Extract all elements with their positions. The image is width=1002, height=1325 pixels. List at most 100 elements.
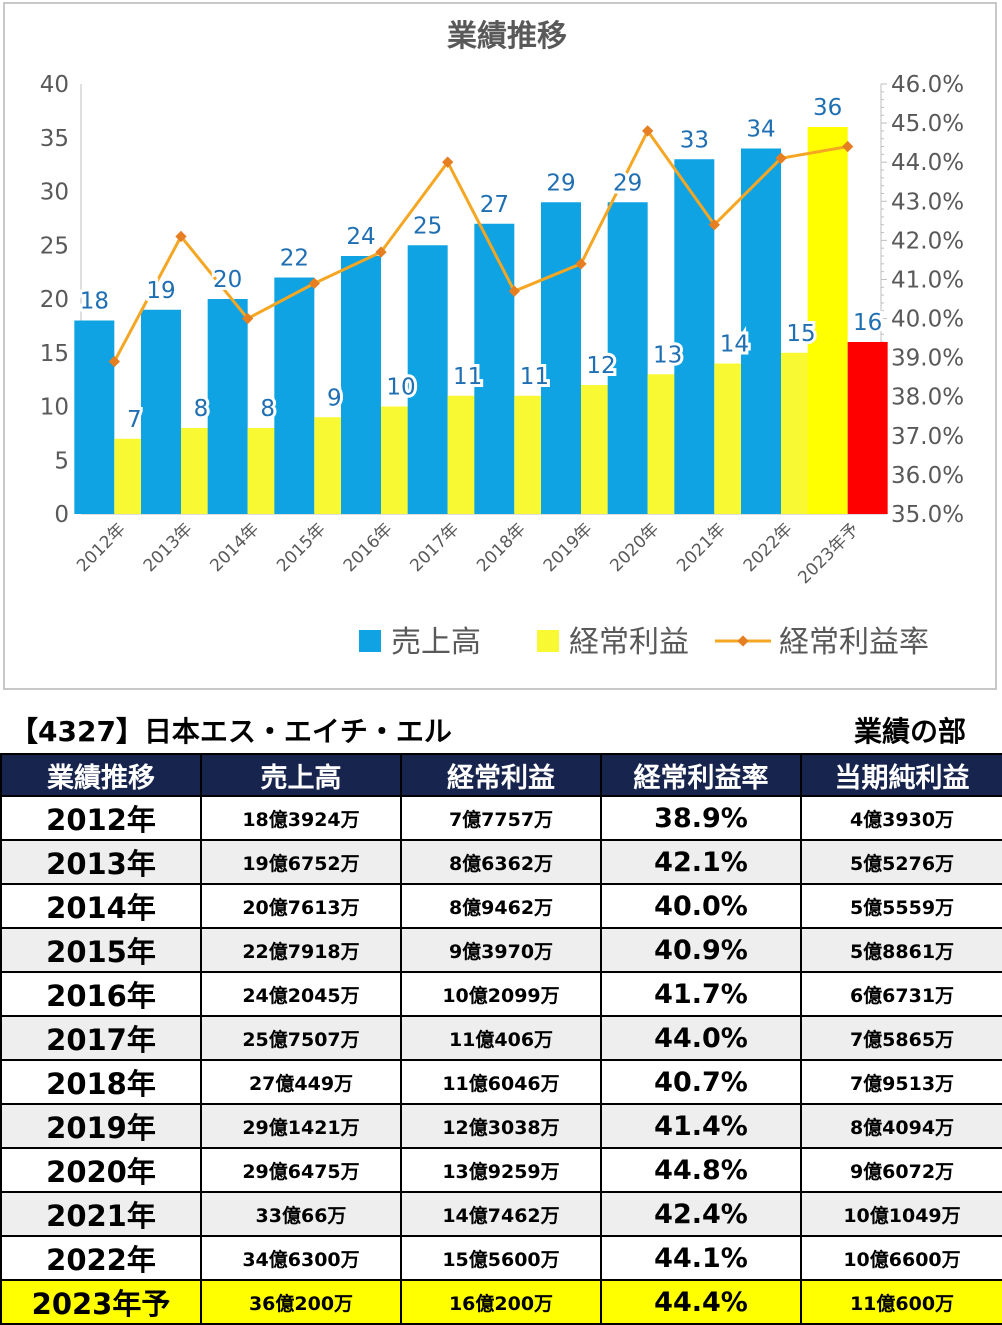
cell-ordinary-profit: 16億200万 bbox=[400, 1279, 602, 1325]
data-label: 7 bbox=[127, 407, 142, 433]
cell-sales: 29億6475万 bbox=[200, 1147, 402, 1193]
y2-tick-label: 45.0% bbox=[891, 111, 964, 137]
cell-sales: 25億7507万 bbox=[200, 1015, 402, 1061]
y-tick-label: 35 bbox=[40, 126, 69, 152]
table-row: 2018年 27億449万 11億6046万 40.7% 7億9513万 bbox=[0, 1059, 1002, 1105]
point-profit-margin bbox=[575, 258, 587, 270]
performance-table: 業績推移 売上高 経常利益 経常利益率 当期純利益 2012年 18億3924万 7… bbox=[0, 753, 1002, 1325]
bar-sales bbox=[141, 309, 181, 514]
y2-tick-label: 43.0% bbox=[891, 189, 964, 215]
data-label: 9 bbox=[327, 385, 342, 411]
chart-frame: 業績推移 0 5 10 15 20 25 30 35 40 35.0% 36.0% 37.0% 38.0%… bbox=[3, 2, 997, 690]
cell-period: 2022年 bbox=[0, 1235, 202, 1281]
data-label: 12 bbox=[586, 353, 615, 379]
data-label: 24 bbox=[346, 224, 375, 250]
point-profit-margin bbox=[242, 312, 254, 325]
x-tick-label: 2017年 bbox=[406, 519, 463, 576]
data-label: 11 bbox=[453, 364, 482, 390]
table-row: 2022年 34億6300万 15億5600万 44.1% 10億6600万 bbox=[0, 1235, 1002, 1281]
point-profit-margin bbox=[708, 219, 720, 231]
x-tick-label: 2018年 bbox=[473, 519, 530, 576]
cell-net-income: 5億5276万 bbox=[800, 839, 1002, 885]
cell-period: 2017年 bbox=[0, 1015, 202, 1061]
y-tick-label: 0 bbox=[54, 502, 69, 528]
bar-sales bbox=[407, 245, 448, 514]
section-label: 業績の部 bbox=[853, 715, 966, 748]
y-tick-label: 5 bbox=[54, 448, 69, 474]
table-row: 2015年 22億7918万 9億3970万 40.9% 5億8861万 bbox=[0, 927, 1002, 973]
table-row: 2021年 33億66万 14億7462万 42.4% 10億1049万 bbox=[0, 1191, 1002, 1237]
point-profit-margin bbox=[775, 152, 787, 164]
bar-sales bbox=[807, 127, 848, 514]
y-tick-label: 40 bbox=[40, 72, 69, 98]
cell-profit-margin: 40.9% bbox=[600, 927, 802, 973]
legend-label-profit-margin: 経常利益率 bbox=[779, 625, 929, 660]
column-header-sales: 売上高 bbox=[200, 753, 402, 797]
y-tick-label: 20 bbox=[40, 287, 69, 313]
cell-sales: 19億6752万 bbox=[200, 839, 402, 885]
data-label: 29 bbox=[613, 170, 642, 196]
data-label: 36 bbox=[813, 95, 842, 121]
cell-sales: 34億6300万 bbox=[200, 1235, 402, 1281]
x-tick-label: 2012年 bbox=[73, 519, 130, 576]
table-row: 2012年 18億3924万 7億7757万 38.9% 4億3930万 bbox=[0, 795, 1002, 841]
cell-ordinary-profit: 12億3038万 bbox=[400, 1103, 602, 1149]
cell-ordinary-profit: 7億7757万 bbox=[400, 795, 602, 841]
data-label: 25 bbox=[413, 213, 442, 239]
bar-sales bbox=[674, 159, 715, 514]
y-tick-label: 25 bbox=[40, 233, 69, 259]
y2-tick-label: 41.0% bbox=[891, 267, 964, 293]
data-label: 16 bbox=[853, 310, 882, 336]
column-header-profit-margin: 経常利益率 bbox=[600, 753, 802, 797]
y2-tick-label: 35.0% bbox=[891, 502, 964, 528]
cell-profit-margin: 42.1% bbox=[600, 839, 802, 885]
cell-period: 2012年 bbox=[0, 795, 202, 841]
bar-sales bbox=[74, 320, 115, 514]
cell-ordinary-profit: 8億6362万 bbox=[400, 839, 602, 885]
y2-tick-label: 46.0% bbox=[891, 72, 964, 98]
data-label: 10 bbox=[386, 375, 415, 401]
cell-ordinary-profit: 9億3970万 bbox=[400, 927, 602, 973]
cell-sales: 33億66万 bbox=[200, 1191, 402, 1237]
cell-period: 2021年 bbox=[0, 1191, 202, 1237]
cell-profit-margin: 44.0% bbox=[600, 1015, 802, 1061]
table-row: 2019年 29億1421万 12億3038万 41.4% 8億4094万 bbox=[0, 1103, 1002, 1149]
x-tick-label: 2013年 bbox=[140, 519, 197, 576]
data-label: 22 bbox=[280, 246, 309, 272]
cell-net-income: 7億9513万 bbox=[800, 1059, 1002, 1105]
legend-marker-profit-margin bbox=[737, 635, 749, 647]
cell-period: 2013年 bbox=[0, 839, 202, 885]
x-tick-label: 2023年予 bbox=[794, 519, 863, 588]
data-label: 18 bbox=[80, 289, 109, 315]
cell-profit-margin: 40.0% bbox=[600, 883, 802, 929]
cell-profit-margin: 42.4% bbox=[600, 1191, 802, 1237]
x-tick-label: 2015年 bbox=[273, 519, 330, 576]
x-tick-label: 2016年 bbox=[340, 519, 397, 576]
column-header-ordinary-profit: 経常利益 bbox=[400, 753, 602, 797]
point-profit-margin bbox=[842, 140, 854, 153]
cell-sales: 29億1421万 bbox=[200, 1103, 402, 1149]
point-profit-margin bbox=[175, 230, 187, 243]
cell-net-income: 7億5865万 bbox=[800, 1015, 1002, 1061]
y2-tick-label: 44.0% bbox=[891, 150, 964, 176]
data-label: 27 bbox=[480, 192, 509, 218]
legend-swatch-ordinary-profit bbox=[537, 630, 559, 652]
cell-net-income: 10億1049万 bbox=[800, 1191, 1002, 1237]
cell-period: 2014年 bbox=[0, 883, 202, 929]
y2-tick-label: 40.0% bbox=[891, 307, 964, 333]
point-profit-margin bbox=[508, 285, 520, 297]
data-label: 8 bbox=[260, 396, 275, 422]
cell-ordinary-profit: 14億7462万 bbox=[400, 1191, 602, 1237]
data-label: 15 bbox=[786, 321, 815, 347]
x-tick-label: 2020年 bbox=[606, 519, 663, 576]
x-tick-label: 2014年 bbox=[206, 519, 263, 576]
cell-profit-margin: 40.7% bbox=[600, 1059, 802, 1105]
line-profit-margin bbox=[113, 128, 848, 363]
cell-ordinary-profit: 10億2099万 bbox=[400, 971, 602, 1017]
bar-sales bbox=[741, 148, 781, 514]
bar-sales bbox=[474, 223, 515, 514]
point-profit-margin bbox=[308, 277, 320, 290]
y-tick-label: 15 bbox=[40, 341, 69, 367]
data-label: 8 bbox=[194, 396, 209, 422]
performance-chart: 業績推移 0 5 10 15 20 25 30 35 40 35.0% 36.0% 37.0% 38.0%… bbox=[40, 19, 964, 660]
